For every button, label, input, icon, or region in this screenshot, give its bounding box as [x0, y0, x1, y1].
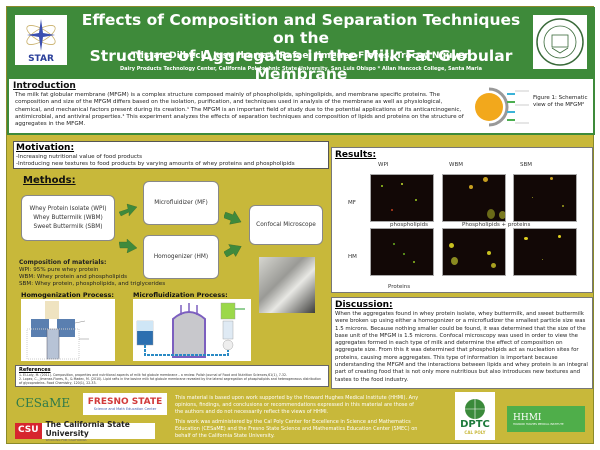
arrow-to-homogenizer-icon: [119, 239, 137, 253]
micrograph-wbm-mf: [442, 174, 506, 222]
discussion-body: When the aggregates found in whey protei…: [335, 311, 588, 383]
dptc-cal-poly-logo: DPTC CAL POLY: [455, 392, 495, 440]
micrograph-sbm-hm: [513, 228, 577, 276]
homogenization-diagram: [21, 299, 115, 361]
microfluidization-diagram: [133, 299, 251, 361]
discussion-heading: Discussion:: [335, 300, 393, 310]
discussion-section: Discussion: When the aggregates found in…: [331, 297, 593, 389]
results-section: Results: WPI WBM SBM MF HM: [331, 147, 593, 293]
poster-header: STAR Effects of Composition and Separati…: [7, 7, 595, 83]
introduction-body: The milk fat globular membrane (MFGM) is…: [15, 92, 464, 128]
annotation-proteins: Proteins: [388, 284, 411, 290]
annotation-phospholipids: phospholipids: [390, 222, 428, 228]
references-section: References 1. El-Loly, M. (2011). Compos…: [15, 365, 329, 387]
micrograph-wbm-hm: [442, 228, 506, 276]
administration-statement: This work was administered by the Cal Po…: [175, 419, 418, 439]
row-label-mf: MF: [348, 200, 356, 206]
input-wbm: Whey Buttermilk (WBM): [33, 214, 103, 221]
col-label-wbm: WBM: [449, 162, 463, 168]
cal-poly-seal-logo: [533, 15, 587, 69]
affiliation: Dairy Products Technology Center, Califo…: [120, 66, 482, 72]
microfluidizer-box: Microfluidizer (MF): [143, 181, 219, 225]
composition-wpi: WPI: 95% pure whey protein: [19, 267, 99, 273]
introduction-section: Introduction The milk fat globular membr…: [7, 79, 595, 135]
mfgm-schematic-figure: [467, 85, 531, 129]
motivation-line-1: -Increasing nutritional value of food pr…: [16, 154, 143, 160]
reference-2: 2. Lopez, C., Jimenez-Flores, R., & Made…: [19, 377, 321, 385]
homogenizer-box: Homogenizer (HM): [143, 235, 219, 279]
micrograph-wpi-mf: [370, 174, 434, 222]
micrograph-wpi-hm: [370, 228, 434, 276]
fresno-state-logo: FRESNO STATE Science and Math Education …: [83, 393, 167, 415]
motivation-section: Motivation: -Increasing nutritional valu…: [13, 141, 329, 169]
references-heading: References: [19, 367, 51, 373]
input-samples-box: Whey Protein Isolate (WPI) Whey Buttermi…: [21, 195, 115, 241]
composition-of-materials: Composition of materials: WPI: 95% pure …: [19, 259, 166, 287]
input-sbm: Sweet Buttermilk (SBM): [33, 223, 103, 230]
arrow-hm-to-confocal-icon: [224, 244, 242, 257]
homogenization-process-title: Homogenization Process:: [21, 291, 114, 299]
composition-wbm: WBM: Whey protein and phospholipids: [19, 274, 128, 280]
micrograph-sbm-mf: [513, 174, 577, 222]
composition-sbm: SBM: Whey protein, phospholipids, and tr…: [19, 281, 166, 287]
star-logo: STAR: [15, 15, 67, 65]
methods-heading: Methods:: [23, 175, 76, 186]
reference-1: 1. El-Loly, M. (2011). Composition, prop…: [19, 373, 287, 377]
motivation-heading: Motivation:: [16, 143, 75, 153]
input-wpi: Whey Protein Isolate (WPI): [29, 205, 107, 212]
hhmi-logo: HHMI HOWARD HUGHES MEDICAL INSTITUTE: [507, 406, 585, 432]
row-label-hm: HM: [348, 254, 357, 260]
csu-logo: CSU The California State University WORK…: [15, 420, 155, 442]
col-label-sbm: SBM: [520, 162, 533, 168]
motivation-line-2: -Introducing new textures to food produc…: [16, 161, 295, 167]
title-line-2: Structure of Aggregates in the Milk Fat …: [89, 47, 513, 83]
svg-text:STAR: STAR: [28, 54, 54, 64]
hhmi-statement: This material is based upon work support…: [175, 395, 419, 415]
authors: Tristan Dilbeck, Jose Ibarra*, Rafael Ji…: [131, 51, 471, 61]
poster: STAR Effects of Composition and Separati…: [6, 6, 595, 444]
arrow-mf-to-confocal-icon: [224, 211, 242, 225]
introduction-heading: Introduction: [13, 81, 76, 91]
figure-1-caption: Figure 1: Schematic view of the MFGM²: [533, 95, 588, 108]
annotation-phospholipids-proteins: Phospholipids + proteins: [462, 222, 531, 228]
title-line-1: Effects of Composition and Separation Te…: [81, 11, 521, 47]
confocal-microscope-photo: [259, 257, 315, 313]
poster-title: Effects of Composition and Separation Te…: [75, 11, 527, 83]
cesame-logo: CESaME: [15, 396, 71, 410]
composition-heading: Composition of materials: [19, 259, 104, 266]
results-heading: Results:: [335, 150, 377, 160]
col-label-wpi: WPI: [378, 162, 389, 168]
confocal-microscope-box: Confocal Microscope: [249, 205, 323, 245]
microfluidization-process-title: Microfluidization Process:: [133, 291, 228, 299]
arrow-to-microfluidizer-icon: [119, 203, 137, 217]
